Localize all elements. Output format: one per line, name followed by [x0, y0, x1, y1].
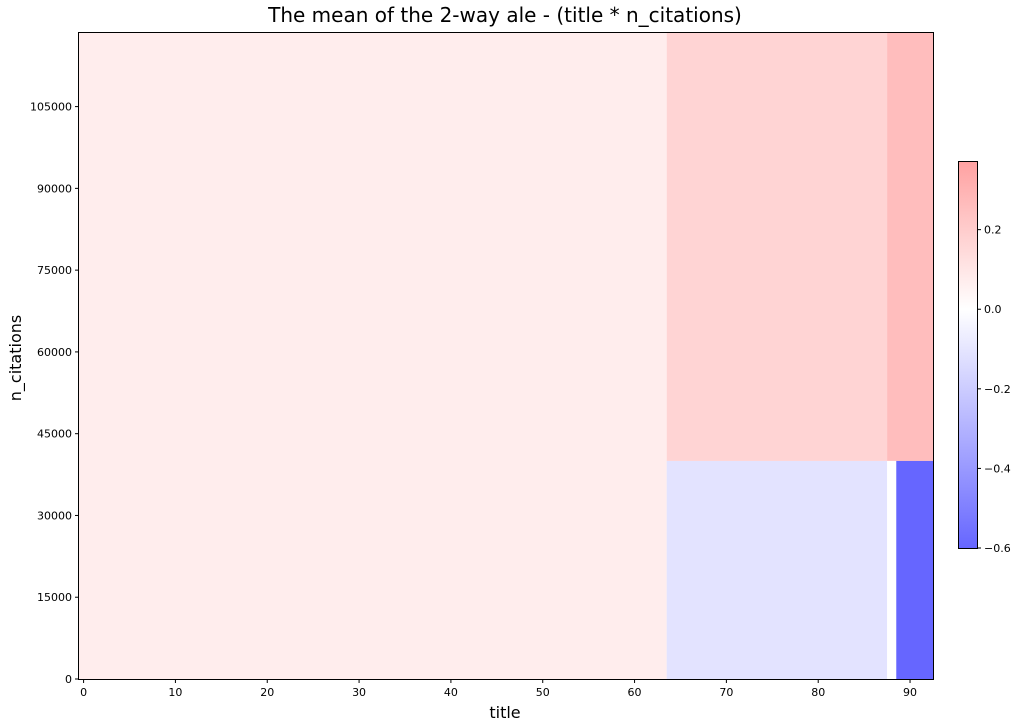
- x-tick-label: 0: [80, 686, 87, 699]
- colorbar-tick-label: −0.4: [984, 462, 1011, 475]
- heatmap-cell-2: [887, 33, 933, 461]
- x-tick-label: 20: [260, 686, 274, 699]
- y-tick-label: 75000: [37, 264, 72, 277]
- x-tick-label: 30: [352, 686, 366, 699]
- x-tick-label: 40: [444, 686, 458, 699]
- x-tick-label: 90: [903, 686, 917, 699]
- y-tick-label: 15000: [37, 591, 72, 604]
- x-tick-label: 60: [628, 686, 642, 699]
- heatmap-cell-3: [666, 460, 888, 679]
- y-axis-ticks: 0 15000 30000 45000 60000 75000 90000 105000: [30, 101, 79, 686]
- y-tick-label: 30000: [37, 509, 72, 522]
- x-tick-label: 80: [811, 686, 825, 699]
- heatmap-cell-5: [896, 460, 933, 679]
- y-tick-label: 45000: [37, 428, 72, 441]
- x-tick-label: 70: [719, 686, 733, 699]
- colorbar-tick-label: −0.2: [984, 383, 1011, 396]
- colorbar: [958, 161, 978, 549]
- heatmap-cell-0: [79, 33, 667, 679]
- colorbar-ticks: −0.6 −0.4 −0.2 0.0 0.2: [977, 224, 1011, 555]
- heatmap-cells: [79, 33, 933, 679]
- colorbar-tick-label: 0.2: [984, 224, 1002, 237]
- heatmap-cell-1: [666, 33, 888, 461]
- heatmap-cell-4: [887, 460, 897, 679]
- x-axis-label: title: [489, 703, 520, 722]
- x-tick-label: 10: [168, 686, 182, 699]
- chart-title: The mean of the 2-way ale - (title * n_c…: [267, 3, 742, 27]
- y-tick-label: 105000: [30, 101, 72, 114]
- y-tick-label: 0: [65, 673, 72, 686]
- colorbar-tick-label: −0.6: [984, 542, 1011, 555]
- plot-frame: [78, 32, 934, 680]
- x-tick-label: 50: [536, 686, 550, 699]
- y-tick-label: 60000: [37, 346, 72, 359]
- colorbar-tick-label: 0.0: [984, 303, 1002, 316]
- y-axis-label: n_citations: [6, 315, 26, 401]
- x-axis-ticks: 0 10 20 30 40 50 60 70 80 90: [80, 679, 917, 699]
- y-tick-label: 90000: [37, 182, 72, 195]
